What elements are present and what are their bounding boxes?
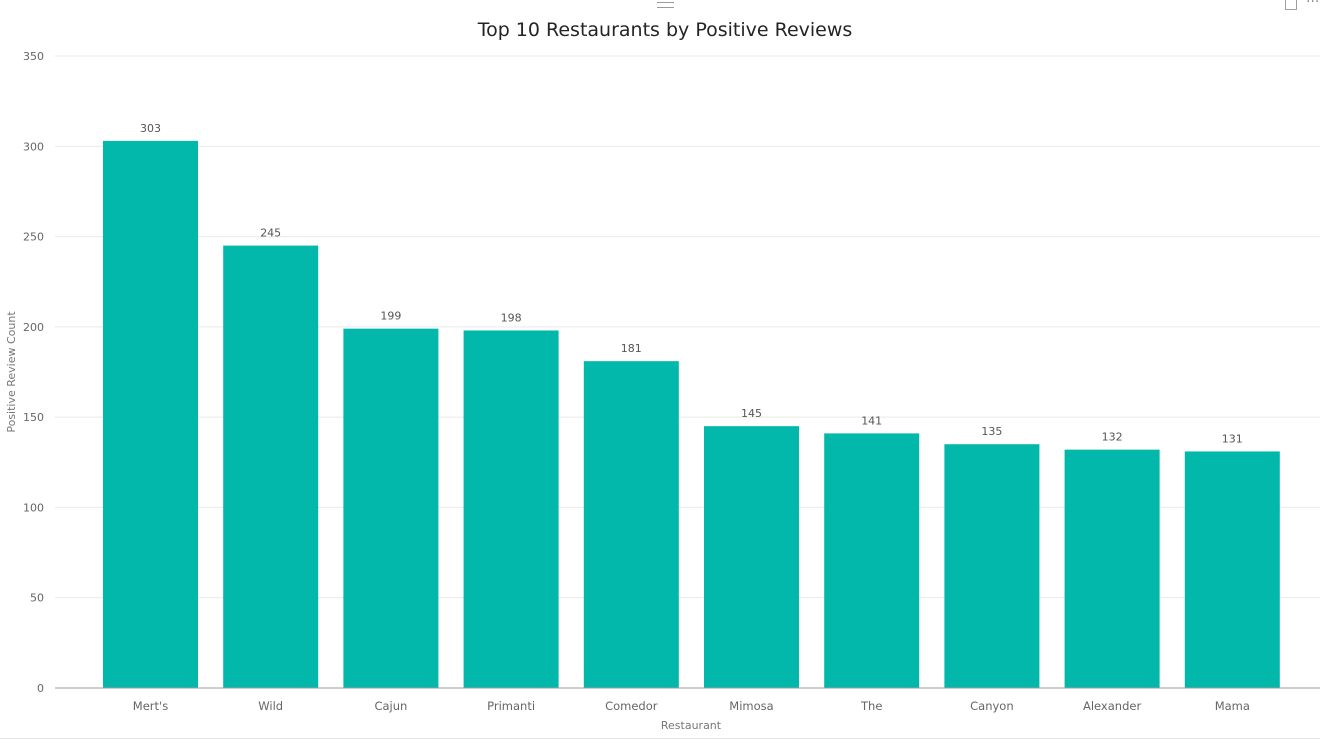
bar-value-label: 245	[260, 227, 281, 240]
bar-value-label: 141	[861, 414, 882, 427]
y-tick-label: 150	[23, 411, 44, 424]
bar[interactable]	[704, 426, 799, 688]
x-tick-label: Mimosa	[729, 699, 773, 713]
visual-border	[0, 738, 1320, 739]
bar[interactable]	[343, 328, 439, 688]
more-options-icon[interactable]: ···	[1306, 0, 1320, 10]
bar[interactable]	[1064, 449, 1160, 688]
y-tick-label: 100	[23, 501, 44, 514]
bar[interactable]	[1184, 451, 1280, 688]
x-tick-label: Wild	[258, 699, 283, 713]
bar-value-label: 145	[741, 407, 762, 420]
bar[interactable]	[944, 444, 1040, 688]
y-axis-ticks: 0 50 100 150 200 250 300 350	[23, 50, 44, 695]
x-tick-label: Alexander	[1083, 699, 1141, 713]
bar[interactable]	[824, 433, 920, 688]
x-tick-label: The	[860, 699, 882, 713]
bar[interactable]	[103, 140, 198, 688]
focus-mode-icon[interactable]	[1285, 0, 1297, 10]
y-axis-title: Positive Review Count	[5, 311, 18, 433]
data-labels: 303 245 199 198 181 145 141 135 132 131	[140, 122, 1243, 446]
x-axis-ticks: Mert's Wild Cajun Primanti Comedor Mimosa The C…	[133, 699, 1250, 713]
x-tick-label: Comedor	[605, 699, 658, 713]
bar[interactable]	[463, 330, 559, 688]
y-tick-label: 350	[23, 50, 44, 63]
bar-value-label: 303	[140, 122, 161, 135]
y-tick-label: 250	[23, 231, 44, 244]
x-tick-label: Mama	[1215, 699, 1250, 713]
drag-handle-icon[interactable]	[657, 2, 674, 8]
bar-value-label: 199	[380, 310, 401, 323]
bars	[103, 140, 1280, 688]
bar-value-label: 131	[1222, 432, 1243, 445]
bar-value-label: 198	[501, 311, 522, 324]
bar-value-label: 181	[621, 342, 642, 355]
y-tick-label: 200	[23, 321, 44, 334]
bar-value-label: 132	[1102, 431, 1123, 444]
x-tick-label: Cajun	[374, 699, 407, 713]
bar-value-label: 135	[981, 425, 1002, 438]
x-tick-label: Mert's	[133, 699, 168, 713]
y-tick-label: 50	[30, 592, 44, 605]
x-tick-label: Canyon	[970, 699, 1014, 713]
bar[interactable]	[223, 245, 319, 688]
y-tick-label: 300	[23, 140, 44, 153]
x-tick-label: Primanti	[487, 699, 535, 713]
bar[interactable]	[583, 361, 679, 688]
y-tick-label: 0	[37, 682, 44, 695]
x-axis-title: Restaurant	[661, 719, 722, 732]
chart-title: Top 10 Restaurants by Positive Reviews	[477, 19, 853, 41]
